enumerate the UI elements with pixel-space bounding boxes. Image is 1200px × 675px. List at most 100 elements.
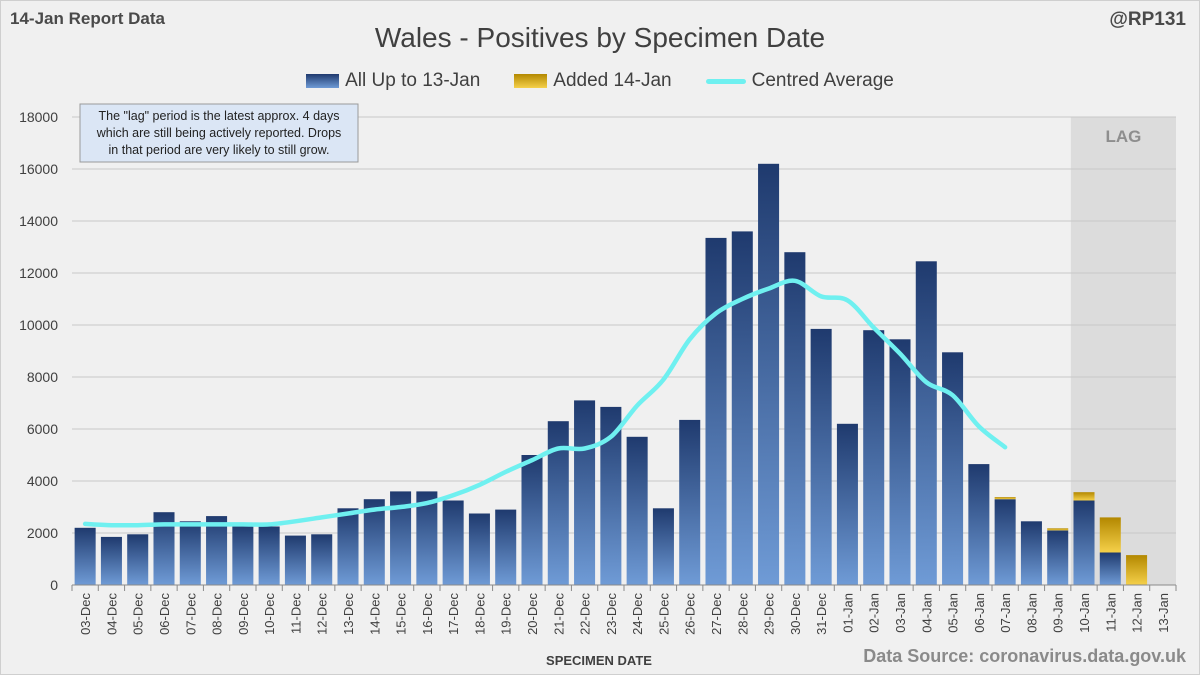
annotation-box <box>79 103 359 163</box>
bar-all-07-Jan <box>994 499 1016 585</box>
y-tick-label: 4000 <box>27 473 58 489</box>
x-tick-label: 10-Dec <box>262 593 277 635</box>
bar-all-11-Jan <box>1099 552 1121 585</box>
bar-all-31-Dec <box>810 328 832 585</box>
y-tick-label: 18000 <box>19 109 58 125</box>
average-line <box>82 278 1008 528</box>
bar-all-06-Dec <box>153 512 175 585</box>
x-tick-label: 08-Jan <box>1024 593 1039 633</box>
x-tick-label: 13-Dec <box>341 593 356 635</box>
report-label: 14-Jan Report Data <box>10 9 165 28</box>
bar-all-04-Jan <box>915 261 937 585</box>
annotation-line-1: The "lag" period is the latest approx. 4… <box>99 109 340 123</box>
bar-all-27-Dec <box>705 237 727 585</box>
bar-all-08-Dec <box>206 516 228 585</box>
bar-all-18-Dec <box>468 513 490 585</box>
legend-swatch-added <box>514 74 548 88</box>
y-tick-label: 6000 <box>27 421 58 437</box>
bar-all-05-Dec <box>127 534 149 585</box>
chart-title: Wales - Positives by Specimen Date <box>374 22 826 53</box>
bar-added-12-Jan <box>1126 555 1148 585</box>
legend-label-average: Centred Average <box>751 70 894 91</box>
bar-all-05-Jan <box>942 352 964 585</box>
bar-all-21-Dec <box>547 421 569 585</box>
bar-all-26-Dec <box>679 419 701 585</box>
x-tick-label: 19-Dec <box>499 593 514 635</box>
bar-all-15-Dec <box>390 491 412 585</box>
x-tick-label: 15-Dec <box>394 593 409 635</box>
x-tick-label: 01-Jan <box>840 593 855 633</box>
bar-all-22-Dec <box>574 400 596 585</box>
x-tick-label: 10-Jan <box>1077 593 1092 633</box>
author-handle: @RP131 <box>1109 9 1186 30</box>
x-tick-label: 07-Jan <box>998 593 1013 633</box>
bar-added-10-Jan <box>1073 492 1095 501</box>
y-tick-label: 16000 <box>19 161 58 177</box>
x-tick-label: 12-Jan <box>1130 593 1145 633</box>
bar-all-03-Dec <box>74 527 96 585</box>
legend-item-average: Centred Average <box>705 70 894 92</box>
bar-all-08-Jan <box>1020 521 1042 585</box>
bar-all-10-Dec <box>258 526 280 585</box>
bar-all-14-Dec <box>363 499 385 585</box>
x-tick-label: 16-Dec <box>420 593 435 635</box>
bar-all-24-Dec <box>626 436 648 585</box>
bar-added-07-Jan <box>994 497 1016 500</box>
x-tick-label: 05-Dec <box>131 593 146 635</box>
bar-added-09-Jan <box>1047 528 1069 531</box>
x-axis-title: SPECIMEN DATE <box>546 653 652 668</box>
bar-all-25-Dec <box>652 508 674 585</box>
y-tick-label: 2000 <box>27 525 58 541</box>
legend-label-all: All Up to 13-Jan <box>345 70 481 91</box>
x-tick-label: 09-Dec <box>236 593 251 635</box>
legend-label-added: Added 14-Jan <box>553 70 672 91</box>
annotation-line-2: which are still being actively reported.… <box>96 126 342 140</box>
x-tick-label: 24-Dec <box>630 593 645 635</box>
bar-all-01-Jan <box>836 423 858 585</box>
y-tick-label: 10000 <box>19 317 58 333</box>
bar-all-07-Dec <box>179 521 201 585</box>
x-tick-label: 27-Dec <box>709 593 724 635</box>
x-tick-label: 18-Dec <box>472 593 487 635</box>
x-tick-label: 03-Jan <box>893 593 908 633</box>
x-tick-label: 06-Jan <box>972 593 987 633</box>
bar-all-20-Dec <box>521 455 543 585</box>
x-tick-label: 07-Dec <box>183 593 198 635</box>
bar-all-17-Dec <box>442 500 464 585</box>
bar-all-06-Jan <box>968 464 990 585</box>
bar-all-02-Jan <box>863 330 885 585</box>
bar-all-19-Dec <box>495 509 517 585</box>
x-tick-label: 08-Dec <box>210 593 225 635</box>
x-tick-label: 09-Jan <box>1051 593 1066 633</box>
x-tick-label: 05-Jan <box>946 593 961 633</box>
x-tick-label: 22-Dec <box>578 593 593 635</box>
bar-added-11-Jan <box>1099 517 1121 553</box>
bar-all-09-Dec <box>232 525 254 585</box>
x-tick-label: 14-Dec <box>367 593 382 635</box>
y-tick-label: 12000 <box>19 265 58 281</box>
y-tick-label: 0 <box>50 577 58 593</box>
x-tick-label: 06-Dec <box>157 593 172 635</box>
x-tick-label: 04-Jan <box>919 593 934 633</box>
bar-all-09-Jan <box>1047 530 1069 585</box>
x-tick-label: 25-Dec <box>656 593 671 635</box>
y-tick-label: 8000 <box>27 369 58 385</box>
lag-label: LAG <box>1105 127 1141 146</box>
bar-all-28-Dec <box>731 231 753 585</box>
bar-all-11-Dec <box>284 535 306 585</box>
legend-swatch-all <box>306 74 340 88</box>
x-tick-label: 12-Dec <box>315 593 330 635</box>
legend: All Up to 13-Jan Added 14-Jan Centred Av… <box>0 70 1200 92</box>
bar-all-30-Dec <box>784 252 806 585</box>
x-tick-label: 29-Dec <box>762 593 777 635</box>
x-tick-label: 11-Jan <box>1103 593 1118 632</box>
x-tick-label: 30-Dec <box>788 593 803 635</box>
legend-swatch-average <box>705 78 746 84</box>
x-tick-label: 23-Dec <box>604 593 619 635</box>
x-tick-label: 21-Dec <box>551 593 566 635</box>
x-tick-label: 31-Dec <box>814 593 829 635</box>
x-tick-label: 03-Dec <box>78 593 93 635</box>
bar-all-10-Jan <box>1073 500 1095 585</box>
x-tick-label: 13-Jan <box>1156 593 1171 633</box>
